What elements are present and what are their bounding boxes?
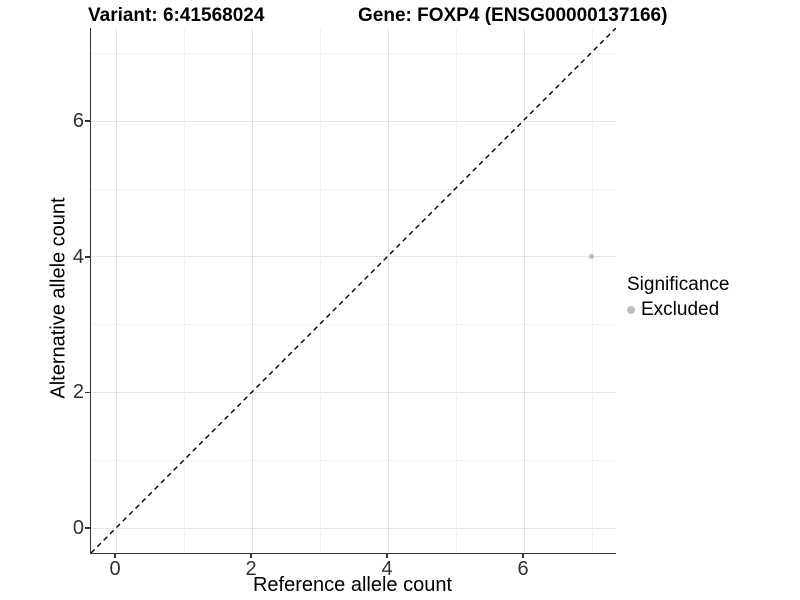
x-axis-title: Reference allele count: [252, 574, 452, 596]
grid-minor-hline: [91, 459, 616, 461]
grid-major-vline: [387, 28, 389, 553]
legend: Significance Excluded: [627, 274, 729, 321]
grid-major-hline: [91, 527, 616, 529]
identity-reference-line: [91, 28, 616, 553]
variant-title: Variant: 6:41568024: [88, 5, 265, 26]
grid-minor-vline: [591, 28, 593, 553]
gene-title: Gene: FOXP4 (ENSG00000137166): [358, 5, 668, 26]
y-axis-tick: [85, 527, 90, 529]
x-axis-tick: [386, 553, 388, 558]
y-axis-tick: [85, 256, 90, 258]
grid-major-vline: [115, 28, 117, 553]
grid-major-vline: [523, 28, 525, 553]
y-axis-title: Alternative allele count: [47, 197, 70, 399]
grid-minor-vline: [183, 28, 185, 553]
x-tick-label: 0: [109, 558, 121, 580]
y-tick-label: 4: [72, 245, 84, 268]
y-tick-label: 2: [72, 381, 84, 404]
grid-minor-vline: [319, 28, 321, 553]
plot-panel: [90, 28, 616, 554]
legend-item-label: Excluded: [641, 299, 720, 320]
y-tick-label: 6: [72, 110, 84, 133]
x-axis-tick: [522, 553, 524, 558]
grid-minor-vline: [455, 28, 457, 553]
y-tick-label: 0: [72, 517, 84, 539]
x-axis-tick: [250, 553, 252, 558]
x-tick-label: 6: [517, 558, 529, 580]
excluded-point-icon: [627, 306, 635, 314]
scatter-point: [588, 254, 594, 260]
legend-title: Significance: [627, 274, 730, 295]
legend-item-excluded: Excluded: [627, 299, 729, 321]
y-axis-tick: [85, 120, 90, 122]
x-axis-tick: [114, 553, 116, 558]
grid-major-vline: [251, 28, 253, 553]
x-tick-label: 4: [381, 558, 393, 580]
grid-major-hline: [91, 120, 616, 122]
grid-major-hline: [91, 391, 616, 393]
y-axis-tick: [85, 391, 90, 394]
x-tick-label: 2: [245, 558, 257, 580]
grid-major-hline: [91, 256, 616, 258]
grid-minor-hline: [91, 188, 616, 190]
grid-minor-hline: [91, 52, 616, 54]
grid-minor-hline: [91, 324, 616, 326]
